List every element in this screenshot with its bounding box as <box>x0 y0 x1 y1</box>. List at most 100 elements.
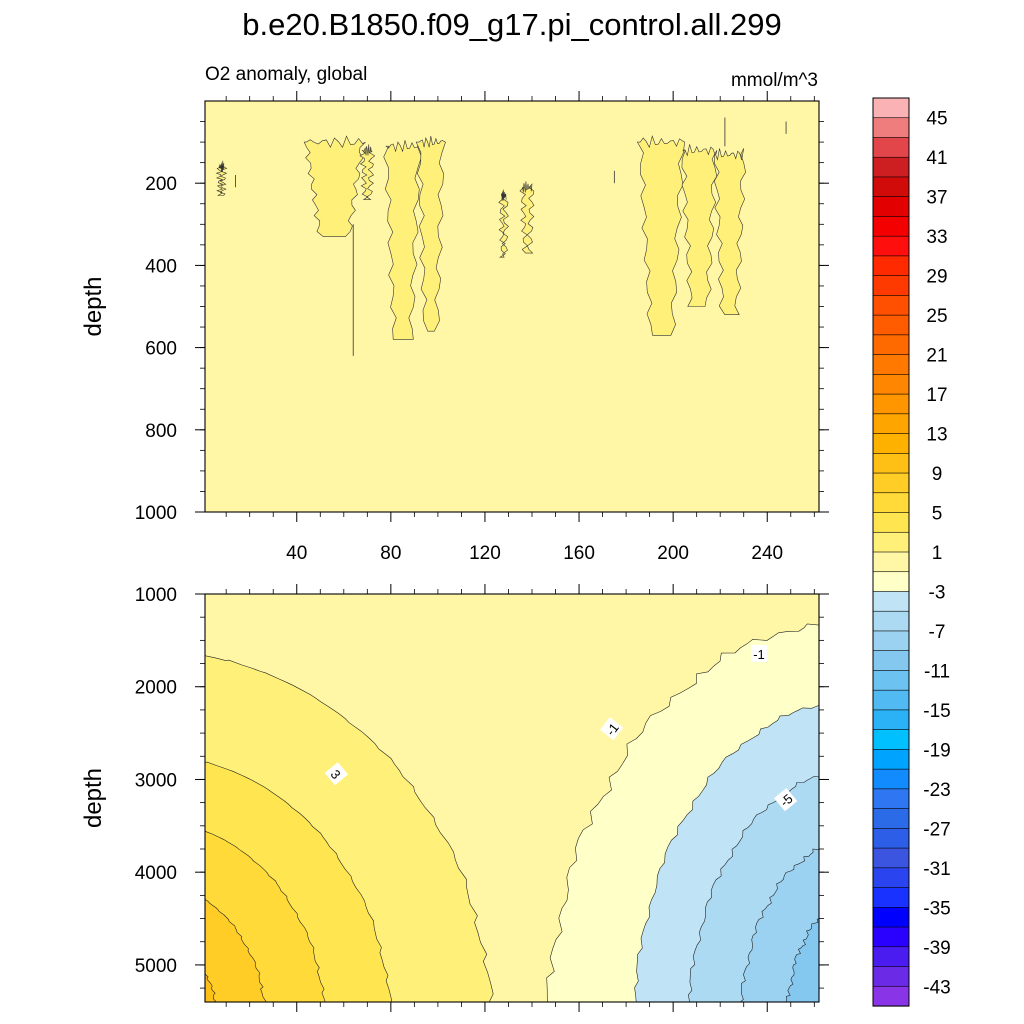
y-tick-label: 200 <box>145 174 177 195</box>
colorbar-label: -3 <box>929 582 946 603</box>
colorbar-swatch <box>872 433 910 454</box>
colorbar-swatch <box>872 847 910 869</box>
lower-y-axis-label: depth <box>80 768 107 828</box>
colorbar-swatch <box>872 314 910 336</box>
colorbar-swatch <box>872 887 910 908</box>
colorbar-label: 1 <box>932 543 943 564</box>
colorbar-swatch <box>872 749 910 770</box>
colorbar-swatch <box>872 867 910 889</box>
upper-y-axis-label: depth <box>80 276 107 336</box>
colorbar-label: -43 <box>923 977 950 998</box>
colorbar-swatch <box>872 196 910 218</box>
colorbar-label: -19 <box>923 740 950 761</box>
colorbar-label: 33 <box>926 227 947 248</box>
anomaly-plume <box>383 140 422 340</box>
contour-band <box>205 969 217 1002</box>
chart-title: b.e20.B1850.f09_g17.pi_control.all.299 <box>242 7 782 42</box>
contour-band <box>786 918 819 1002</box>
x-tick-label: 200 <box>657 543 689 564</box>
colorbar-label: -7 <box>929 622 946 643</box>
colorbar-swatch <box>872 729 910 750</box>
x-tick-label: 120 <box>469 543 501 564</box>
colorbar-swatch <box>872 689 910 711</box>
y-tick-label: 1000 <box>135 585 177 606</box>
contour-band <box>145 974 186 1024</box>
y-tick-label: 1000 <box>135 503 177 524</box>
colorbar-swatch <box>872 907 910 928</box>
contour-label: 3 <box>324 762 349 786</box>
colorbar-label: 45 <box>926 109 947 130</box>
colorbar-swatch <box>872 492 910 514</box>
chart-subtitle-right: mmol/m^3 <box>731 70 818 91</box>
colorbar-swatch <box>872 255 910 277</box>
colorbar-swatch <box>872 97 910 119</box>
colorbar-swatch <box>872 946 910 968</box>
colorbar-label: 5 <box>932 504 943 525</box>
colorbar-label: -15 <box>923 701 950 722</box>
colorbar-swatch <box>872 512 910 533</box>
colorbar-swatch <box>872 235 910 257</box>
colorbar-label: 9 <box>932 464 943 485</box>
svg-text:-1: -1 <box>753 647 765 662</box>
colorbar-swatch <box>872 650 910 672</box>
colorbar-frame <box>872 97 910 1007</box>
colorbar-swatch <box>872 828 910 849</box>
colorbar-swatch <box>872 216 910 237</box>
colorbar-label: 41 <box>926 148 947 169</box>
colorbar-label: 13 <box>926 425 947 446</box>
colorbar-swatch <box>872 295 910 316</box>
anomaly-plume <box>498 189 509 258</box>
colorbar-label: -23 <box>923 780 950 801</box>
colorbar-swatch <box>872 531 910 553</box>
anomaly-plume <box>636 135 685 336</box>
y-tick-label: 5000 <box>135 956 177 977</box>
colorbar: 45 41 37 33 29 25 21 17 13 9 5 1 -3 -7 -11 -15 -19 -23 -27… <box>872 97 951 1007</box>
colorbar-label: -31 <box>923 859 950 880</box>
lower-panel: 3 -1 -1 -5 1000 2000 3000 4000 5000 depth <box>80 584 860 1024</box>
anomaly-plume <box>519 181 535 254</box>
colorbar-swatch <box>872 966 910 987</box>
colorbar-swatch <box>872 630 910 652</box>
colorbar-swatch <box>872 985 910 1007</box>
colorbar-swatch <box>872 926 910 948</box>
x-tick-label: 40 <box>286 543 307 564</box>
x-tick-label: 240 <box>751 543 783 564</box>
y-tick-label: 600 <box>145 339 177 360</box>
colorbar-swatch <box>872 176 910 198</box>
colorbar-label: -35 <box>923 898 950 919</box>
anomaly-plume <box>303 135 366 237</box>
colorbar-swatch <box>872 472 910 494</box>
chart-subtitle-left: O2 anomaly, global <box>205 64 367 85</box>
colorbar-label: -39 <box>923 938 950 959</box>
anomaly-plume <box>713 148 746 315</box>
lower-panel-frame <box>204 593 820 1003</box>
colorbar-swatch <box>872 768 910 790</box>
colorbar-swatch <box>872 413 910 435</box>
contour-label: -1 <box>599 717 624 741</box>
anomaly-plume <box>415 136 446 332</box>
upper-panel: 40 80 120 160 200 240 200 400 600 800 1000 depth <box>80 91 829 564</box>
colorbar-label: 25 <box>926 306 947 327</box>
colorbar-swatch <box>872 156 910 178</box>
colorbar-swatch <box>872 374 910 395</box>
contour-band <box>205 899 267 1002</box>
colorbar-swatch <box>872 571 910 593</box>
y-tick-label: 400 <box>145 256 177 277</box>
colorbar-swatch <box>872 354 910 375</box>
y-tick-label: 4000 <box>135 863 177 884</box>
colorbar-swatch <box>872 670 910 691</box>
colorbar-label: -27 <box>923 819 950 840</box>
contour-band <box>826 959 860 1024</box>
colorbar-swatch <box>872 610 910 632</box>
x-tick-label: 80 <box>380 543 401 564</box>
colorbar-label: 37 <box>926 188 947 209</box>
x-tick-label: 160 <box>563 543 595 564</box>
colorbar-label: 21 <box>926 346 947 367</box>
colorbar-swatch <box>872 117 910 139</box>
colorbar-label: -11 <box>924 661 950 682</box>
y-tick-label: 3000 <box>135 770 177 791</box>
contour-label: -5 <box>774 787 798 812</box>
colorbar-swatch <box>872 551 910 573</box>
colorbar-swatch <box>872 709 910 731</box>
